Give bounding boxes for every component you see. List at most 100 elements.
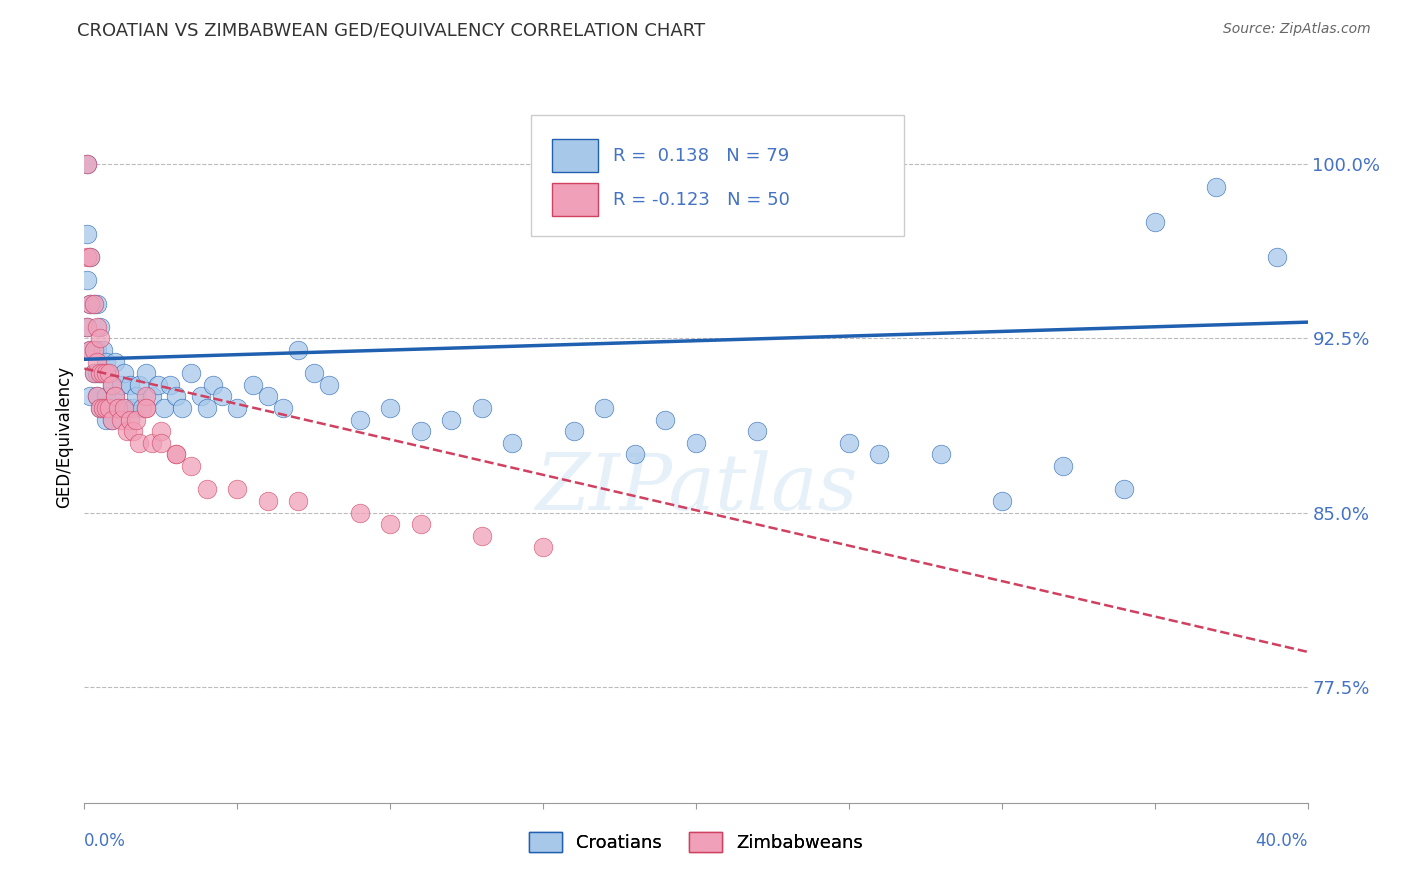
Point	[112, 366, 135, 380]
Point	[287, 343, 309, 357]
Point	[149, 436, 172, 450]
Point	[654, 412, 676, 426]
Point	[125, 412, 148, 426]
Text: 0.0%: 0.0%	[84, 832, 127, 850]
Point	[76, 319, 98, 334]
Text: R =  0.138   N = 79: R = 0.138 N = 79	[613, 147, 789, 165]
Point	[107, 401, 129, 415]
Point	[128, 436, 150, 450]
Point	[83, 366, 105, 380]
Point	[190, 389, 212, 403]
Point	[471, 401, 494, 415]
Point	[89, 319, 111, 334]
Point	[79, 343, 101, 357]
Point	[135, 401, 157, 415]
Point	[86, 389, 108, 403]
Point	[101, 412, 124, 426]
Point	[180, 459, 202, 474]
Point	[302, 366, 325, 380]
Point	[83, 296, 105, 310]
Point	[91, 366, 114, 380]
Point	[89, 331, 111, 345]
Point	[89, 401, 111, 415]
Point	[531, 541, 554, 555]
Point	[159, 377, 181, 392]
Point	[101, 377, 124, 392]
Point	[104, 354, 127, 368]
Point	[86, 296, 108, 310]
Point	[211, 389, 233, 403]
Point	[79, 343, 101, 357]
Point	[86, 366, 108, 380]
Point	[685, 436, 707, 450]
Point	[149, 424, 172, 438]
Point	[195, 483, 218, 497]
Legend: Croatians, Zimbabweans: Croatians, Zimbabweans	[522, 824, 870, 860]
Point	[97, 401, 120, 415]
Point	[165, 448, 187, 462]
Point	[349, 412, 371, 426]
Point	[165, 448, 187, 462]
Point	[86, 354, 108, 368]
Point	[79, 296, 101, 310]
Point	[380, 517, 402, 532]
Point	[83, 343, 105, 357]
Point	[409, 424, 432, 438]
Point	[104, 389, 127, 403]
Text: CROATIAN VS ZIMBABWEAN GED/EQUIVALENCY CORRELATION CHART: CROATIAN VS ZIMBABWEAN GED/EQUIVALENCY C…	[77, 22, 706, 40]
Point	[89, 401, 111, 415]
Text: ZIPatlas: ZIPatlas	[534, 450, 858, 526]
Point	[104, 389, 127, 403]
Point	[141, 436, 163, 450]
Point	[79, 250, 101, 264]
Point	[115, 424, 138, 438]
Point	[110, 377, 132, 392]
Point	[195, 401, 218, 415]
Point	[146, 377, 169, 392]
Point	[153, 401, 176, 415]
Point	[76, 273, 98, 287]
Point	[122, 401, 145, 415]
Y-axis label: GED/Equivalency: GED/Equivalency	[55, 366, 73, 508]
Point	[180, 366, 202, 380]
Point	[83, 343, 105, 357]
Point	[94, 366, 117, 380]
Point	[271, 401, 294, 415]
Point	[226, 483, 249, 497]
Point	[869, 448, 891, 462]
Point	[79, 296, 101, 310]
Point	[747, 424, 769, 438]
FancyBboxPatch shape	[531, 115, 904, 235]
Point	[1143, 215, 1166, 229]
Point	[991, 494, 1014, 508]
Point	[1052, 459, 1074, 474]
Point	[257, 389, 280, 403]
Point	[502, 436, 524, 450]
Point	[86, 389, 108, 403]
Point	[115, 401, 138, 415]
Point	[76, 250, 98, 264]
Text: 40.0%: 40.0%	[1256, 832, 1308, 850]
Point	[120, 377, 142, 392]
Point	[79, 389, 101, 403]
Point	[76, 319, 98, 334]
Point	[226, 401, 249, 415]
Point	[122, 424, 145, 438]
Point	[257, 494, 280, 508]
Point	[135, 366, 157, 380]
Point	[86, 343, 108, 357]
Point	[172, 401, 194, 415]
Point	[83, 296, 105, 310]
Text: R = -0.123   N = 50: R = -0.123 N = 50	[613, 191, 790, 209]
Point	[380, 401, 402, 415]
Point	[94, 389, 117, 403]
Point	[1114, 483, 1136, 497]
Point	[349, 506, 371, 520]
Point	[287, 494, 309, 508]
Point	[593, 401, 616, 415]
Point	[79, 250, 101, 264]
Point	[1265, 250, 1288, 264]
Point	[97, 401, 120, 415]
Point	[94, 401, 117, 415]
Point	[107, 401, 129, 415]
